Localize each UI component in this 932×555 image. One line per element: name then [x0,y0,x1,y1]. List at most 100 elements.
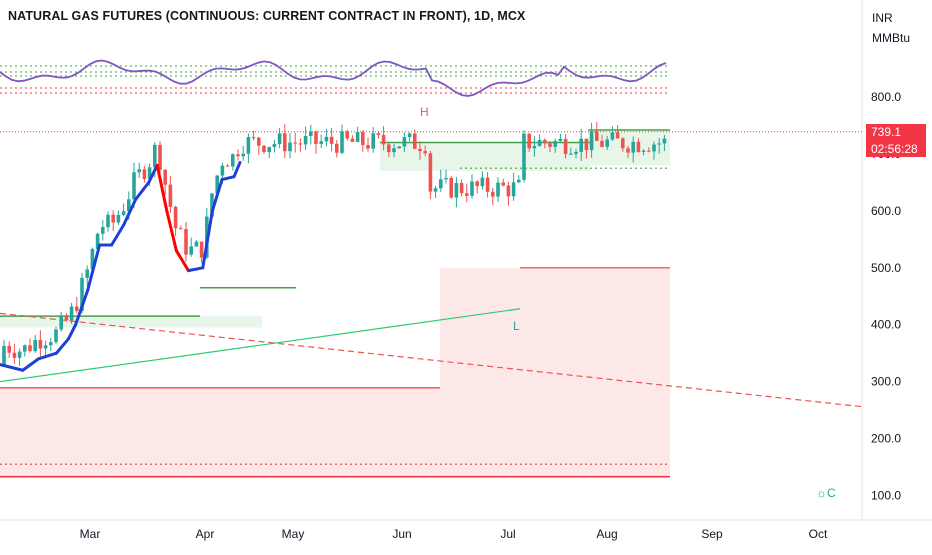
candle-body [95,233,100,249]
candle-body [387,144,391,152]
oscillator-line [0,59,667,97]
candle-body [548,143,552,147]
supertrend-segment [110,223,126,247]
candle-body [277,133,282,144]
candle-body [537,139,542,147]
auto-scale-icon[interactable]: ☼C [816,486,836,500]
candle-body [569,153,573,155]
candle-body [288,142,292,152]
candle-body [641,150,646,152]
candle-body [43,345,48,349]
candle-body [584,138,589,151]
supertrend-segment [66,323,78,341]
candle-body [454,182,459,198]
supertrend-segment [186,266,205,273]
green-zone [0,316,262,328]
supertrend-segment [174,249,190,273]
candle-body [527,133,531,149]
candle-body [179,228,183,230]
candle-body [309,131,313,137]
candle-body [652,144,656,152]
candle-body [418,148,422,152]
candle-body [241,153,245,157]
candle-body [355,132,360,142]
uptrend-line [0,308,521,383]
candle-body [111,214,115,223]
supertrend-segment [201,209,214,270]
candle-body [407,133,412,138]
candle-body [558,138,563,141]
y-tick-label: 600.0 [871,204,901,218]
supertrend-segment [74,289,90,327]
candle-body [444,177,448,180]
candle-body [210,193,214,217]
y-tick-label: 500.0 [871,261,901,275]
candle-body [647,150,651,152]
candle-body [116,214,121,223]
x-tick-label: Apr [196,527,215,541]
y-tick-label: 300.0 [871,375,901,389]
supertrend-segment [210,178,224,213]
candle-body [485,177,490,192]
candle-body [340,131,344,153]
candle-body [563,138,568,154]
candle-body [12,352,17,358]
candle-body [636,141,641,152]
supertrend-segment [86,243,102,293]
candle-body [54,329,58,343]
candle-body [506,185,511,197]
candle-body [28,345,32,352]
candle-body [517,179,521,183]
candle-body [225,165,230,167]
candle-body [137,169,141,173]
supertrend-segment [134,180,151,201]
candle-body [33,339,37,352]
candle-body [433,188,438,192]
price-scale-units: INR MMBtu [872,8,910,48]
candle-body [543,139,547,144]
candle-body [522,133,526,180]
supertrend-segment [232,160,242,179]
candle-body [293,142,297,144]
candle-body [314,131,318,144]
candle-body [184,229,188,255]
candle-body [2,345,6,365]
candle-body [158,144,162,170]
candle-body [85,269,89,278]
candle-body [376,133,381,136]
candle-body [501,182,505,186]
candle-body [142,169,147,179]
candle-body [121,211,126,215]
candle-body [579,138,583,152]
supertrend-segment [147,163,159,184]
candle-body [366,145,370,149]
candle-body [511,182,516,197]
candle-body [496,182,500,197]
candle-body [173,206,178,229]
y-tick-label: 200.0 [871,432,901,446]
supertrend-segment [54,337,70,355]
candle-body [283,133,287,152]
candle-body [23,345,27,352]
supertrend-segment [21,357,40,372]
supertrend-segment [220,175,236,182]
candle-body [402,137,407,147]
supertrend-segment [155,163,169,213]
supertrend-segment [0,363,25,372]
supertrend-segment [36,351,58,361]
candle-body [17,351,22,358]
x-tick-label: May [282,527,305,541]
candle-body [64,316,69,321]
high-label: H [420,105,429,119]
candle-body [428,153,433,192]
candle-body [80,277,84,311]
candle-body [132,172,136,200]
candle-body [621,138,625,149]
candle-body [459,182,464,194]
candle-body [392,148,396,152]
candle-body [90,248,95,270]
candle-body [272,143,277,148]
candle-body [127,199,131,212]
